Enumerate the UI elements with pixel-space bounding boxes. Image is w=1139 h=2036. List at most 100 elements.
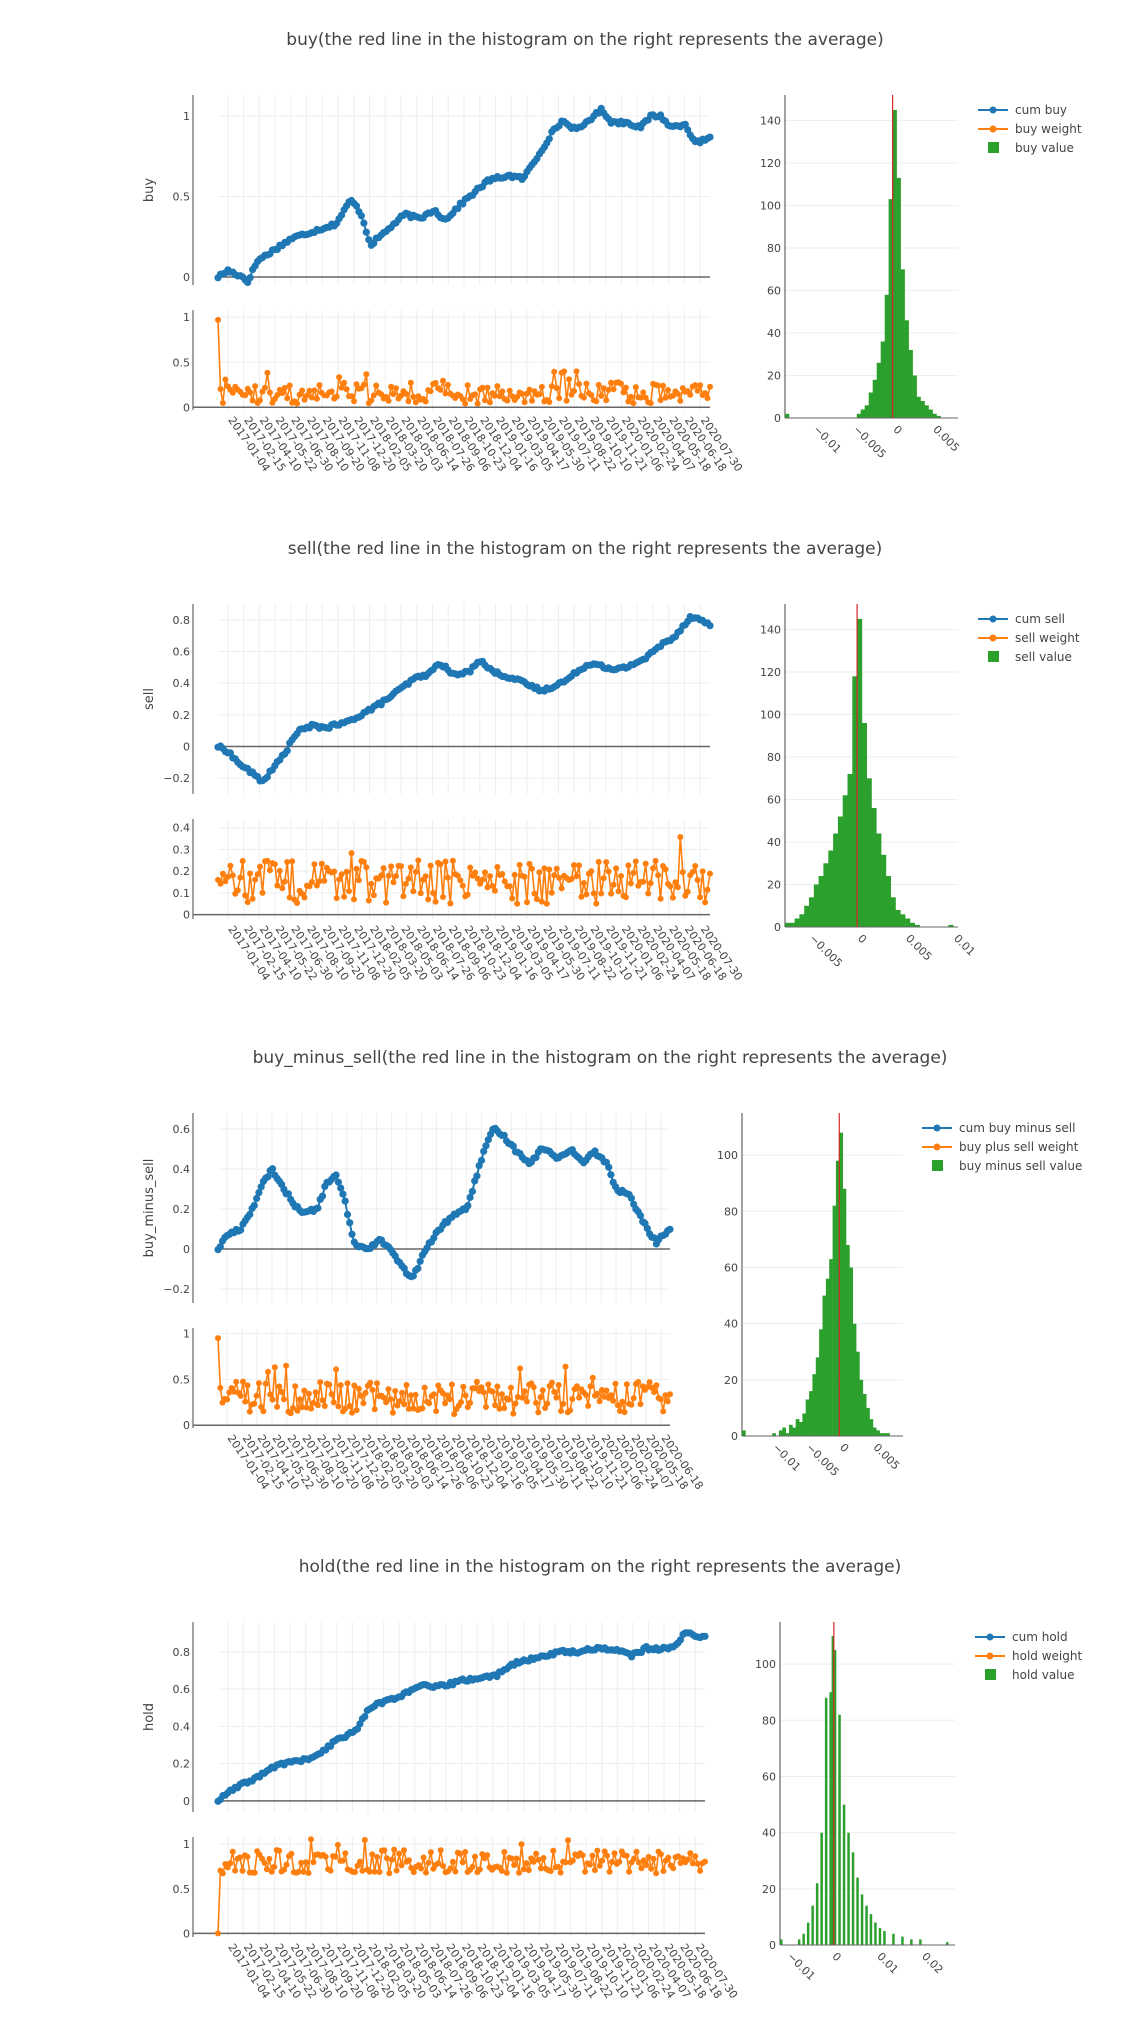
weight-point <box>401 1401 408 1408</box>
weight-point <box>665 1854 672 1861</box>
weight-point <box>335 1403 342 1410</box>
weight-point <box>283 1861 290 1868</box>
weight-series-points <box>215 1836 708 1937</box>
hist-y-tick-label: 20 <box>762 1883 776 1896</box>
weight-point <box>299 387 306 394</box>
weight-point <box>672 879 679 886</box>
weight-point <box>472 869 479 876</box>
weight-point <box>410 1869 417 1876</box>
hist-bar <box>802 1413 807 1436</box>
legend-swatch-marker <box>989 634 997 642</box>
x-tick-labels: 2017-01-042017-02-152017-04-102017-05-22… <box>225 1941 740 2001</box>
weight-point <box>301 1387 308 1394</box>
weight-point <box>311 861 318 868</box>
weight-point <box>346 888 352 895</box>
weight-point <box>589 1374 596 1381</box>
weight-point <box>418 1865 425 1872</box>
hist-bar <box>851 1852 855 1945</box>
weight-point <box>217 1384 224 1391</box>
weight-point <box>328 1391 335 1398</box>
weight-point <box>242 392 249 399</box>
cum-point <box>477 1156 486 1164</box>
weight-point <box>451 1411 458 1418</box>
weight-point <box>482 397 488 404</box>
y-tick-label: 0.6 <box>173 1683 191 1696</box>
weight-point <box>339 1857 346 1864</box>
y-tick-label: 0.2 <box>173 865 191 878</box>
weight-point <box>316 382 323 389</box>
weight-point <box>295 1868 302 1875</box>
x-tick-labels: 2017-01-042017-02-152017-04-102017-05-22… <box>225 923 745 983</box>
y-axis-label: sell <box>142 688 157 710</box>
cum-point <box>339 1190 347 1198</box>
cum-point <box>284 1190 292 1198</box>
weight-point <box>427 388 434 395</box>
weight-point <box>407 864 414 871</box>
weight-point <box>351 1382 358 1389</box>
hist-bar <box>789 1424 793 1436</box>
weight-point <box>393 385 399 392</box>
weight-point <box>366 1868 373 1875</box>
weight-point <box>573 1383 580 1390</box>
cum-point <box>257 1183 265 1191</box>
weight-point <box>494 1383 501 1390</box>
hist-bar <box>924 405 929 419</box>
cum-point <box>701 1632 709 1640</box>
hist-bar <box>795 1419 800 1436</box>
weight-point <box>452 1868 459 1875</box>
y-tick-label: 0.1 <box>173 887 191 900</box>
weight-point <box>374 1380 380 1387</box>
hist-bar <box>805 1399 810 1436</box>
weight-point <box>473 1378 480 1385</box>
weight-point <box>653 1870 660 1877</box>
weight-point <box>380 865 387 872</box>
weight-point <box>464 382 471 389</box>
weight-point <box>387 1396 394 1403</box>
weight-point <box>287 1410 294 1417</box>
weight-point <box>305 1870 312 1876</box>
cum-point <box>341 1197 349 1205</box>
hist-y-tick-label: 60 <box>724 1261 738 1274</box>
weight-point <box>707 870 713 877</box>
hist-bar <box>888 199 893 418</box>
weight-point <box>540 1855 547 1861</box>
hist-bars <box>780 1636 949 1945</box>
weight-point <box>604 1852 611 1859</box>
hist-x-tick-label: 0.02 <box>919 1950 946 1977</box>
weight-point <box>394 1402 401 1409</box>
weight-point <box>529 397 535 404</box>
hist-bar <box>928 409 933 418</box>
hist-bar <box>910 1939 913 1945</box>
weight-point <box>276 1383 283 1390</box>
hist-y-tick-label: 20 <box>724 1374 738 1387</box>
weight-point <box>546 399 553 405</box>
hist-bar <box>835 1160 840 1436</box>
weight-point <box>601 1393 608 1400</box>
weight-point <box>487 873 493 880</box>
weight-point <box>677 834 684 840</box>
weight-point <box>405 1857 412 1864</box>
weight-point <box>410 393 417 400</box>
weight-point <box>630 1395 637 1402</box>
chart-title: buy(the red line in the histogram on the… <box>286 30 883 50</box>
weight-point <box>516 861 523 868</box>
weight-point <box>650 865 657 872</box>
hist-y-tick-label: 0 <box>774 921 781 934</box>
cum-point <box>480 1147 488 1155</box>
weight-point <box>511 1862 518 1868</box>
weight-point <box>640 389 647 396</box>
weight-point <box>521 1388 528 1395</box>
cum-point <box>253 1194 261 1203</box>
chart-title: hold(the red line in the histogram on th… <box>299 1557 901 1577</box>
cum-series-points <box>214 613 714 785</box>
hist-bar <box>847 774 853 927</box>
hist-bar <box>815 1883 819 1945</box>
weight-point <box>342 1850 349 1857</box>
weight-point <box>472 1853 478 1860</box>
cum-point <box>250 1201 258 1209</box>
cum-point <box>468 1187 476 1195</box>
weight-point <box>305 1390 312 1397</box>
weight-point <box>244 899 251 906</box>
hist-bar <box>809 897 815 928</box>
weight-point <box>242 1398 249 1405</box>
